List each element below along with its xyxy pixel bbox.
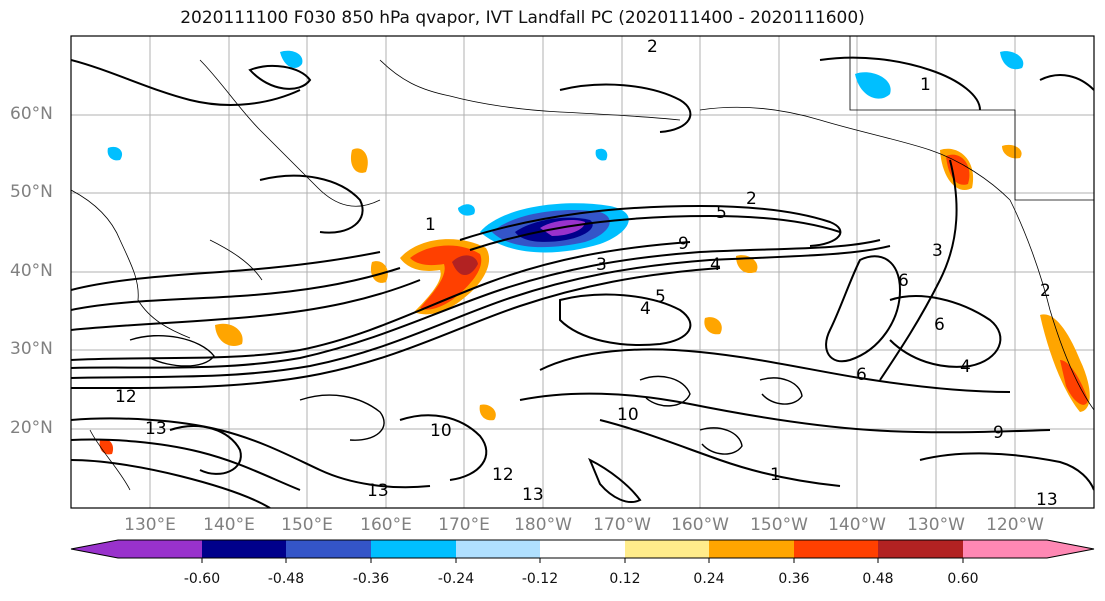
contour-label: 13 xyxy=(1036,490,1058,510)
contour-label: 13 xyxy=(522,485,544,505)
colorbar-swatch xyxy=(371,540,456,558)
contour-label: 1 xyxy=(920,75,931,95)
contour-label: 9 xyxy=(993,423,1004,443)
colorbar-swatch xyxy=(1047,540,1094,558)
longitude-label: 160°W xyxy=(671,515,729,535)
positive-anomaly-shading xyxy=(99,144,1090,455)
negative-anomaly-shading xyxy=(107,50,1024,253)
contour-label: 4 xyxy=(960,357,971,377)
contour-lines-thin xyxy=(129,334,803,455)
colorbar-swatch xyxy=(794,540,878,558)
longitude-label: 150°W xyxy=(750,515,808,535)
contour-label: 4 xyxy=(710,255,721,275)
longitude-label: 140°W xyxy=(828,515,886,535)
colorbar-tick-label: -0.36 xyxy=(352,571,390,587)
colorbar-tick-label: 0.24 xyxy=(693,571,725,587)
colorbar-tick-label: 0.12 xyxy=(609,571,641,587)
figure-title: 2020111100 F030 850 hPa qvapor, IVT Land… xyxy=(180,8,865,28)
latitude-label: 30°N xyxy=(10,339,53,359)
map-frame xyxy=(70,35,1095,509)
longitude-label: 180°W xyxy=(514,515,572,535)
contour-lines xyxy=(71,56,1094,508)
contour-label: 1 xyxy=(425,215,436,235)
latitude-label: 20°N xyxy=(10,418,53,438)
contour-label: 13 xyxy=(145,419,167,439)
colorbar-tick-label: -0.12 xyxy=(521,571,559,587)
contour-label: 13 xyxy=(367,481,389,501)
colorbar-swatch xyxy=(625,540,709,558)
contour-label: 10 xyxy=(430,421,452,441)
colorbar-tick-label: 0.60 xyxy=(947,571,979,587)
longitude-label: 170°W xyxy=(593,515,651,535)
contour-label: 12 xyxy=(492,465,514,485)
longitude-label: 140°E xyxy=(203,515,255,535)
longitude-label: 130°E xyxy=(124,515,176,535)
contour-label: 5 xyxy=(716,203,727,223)
latitude-label: 50°N xyxy=(10,182,53,202)
colorbar-swatch xyxy=(71,540,118,558)
colorbar-tick-label: -0.48 xyxy=(267,571,305,587)
longitude-label: 130°W xyxy=(907,515,965,535)
contour-label: 2 xyxy=(746,189,757,209)
colorbar-swatch xyxy=(878,540,963,558)
contour-label: 4 xyxy=(640,299,651,319)
contour-label: 2 xyxy=(1040,281,1051,301)
contour-label: 5 xyxy=(655,287,666,307)
colorbar-swatch xyxy=(118,540,202,558)
coastlines xyxy=(71,36,1094,491)
colorbar-tick-label: 0.48 xyxy=(862,571,894,587)
latitude-label: 60°N xyxy=(10,104,53,124)
contour-label: 6 xyxy=(898,271,909,291)
colorbar-swatch xyxy=(202,540,286,558)
contour-labels: 2 2 2 1 1 1 3 3 4 4 4 5 5 6 6 6 9 9 10 1… xyxy=(115,37,1058,510)
colorbar xyxy=(70,539,1095,563)
map-area xyxy=(71,36,1094,508)
contour-label: 6 xyxy=(934,315,945,335)
contour-label: 10 xyxy=(617,405,639,425)
contour-label: 3 xyxy=(932,241,943,261)
colorbar-swatch xyxy=(963,540,1047,558)
contour-label: 12 xyxy=(115,387,137,407)
colorbar-tick-label: -0.24 xyxy=(437,571,475,587)
longitude-label: 120°W xyxy=(986,515,1044,535)
colorbar-swatch xyxy=(540,540,625,558)
colorbar-swatch xyxy=(286,540,371,558)
colorbar-swatch xyxy=(456,540,540,558)
longitude-label: 150°E xyxy=(281,515,333,535)
contour-label: 2 xyxy=(647,37,658,57)
colorbar-tick-label: -0.60 xyxy=(183,571,221,587)
contour-label: 6 xyxy=(856,365,867,385)
colorbar-swatch xyxy=(709,540,794,558)
contour-label: 1 xyxy=(770,465,781,485)
longitude-label: 160°E xyxy=(360,515,412,535)
contour-label: 9 xyxy=(678,234,689,254)
contour-label: 3 xyxy=(596,255,607,275)
colorbar-tick-label: 0.36 xyxy=(778,571,810,587)
latitude-label: 40°N xyxy=(10,261,53,281)
colorbar-outline xyxy=(70,539,1095,559)
longitude-label: 170°E xyxy=(438,515,490,535)
